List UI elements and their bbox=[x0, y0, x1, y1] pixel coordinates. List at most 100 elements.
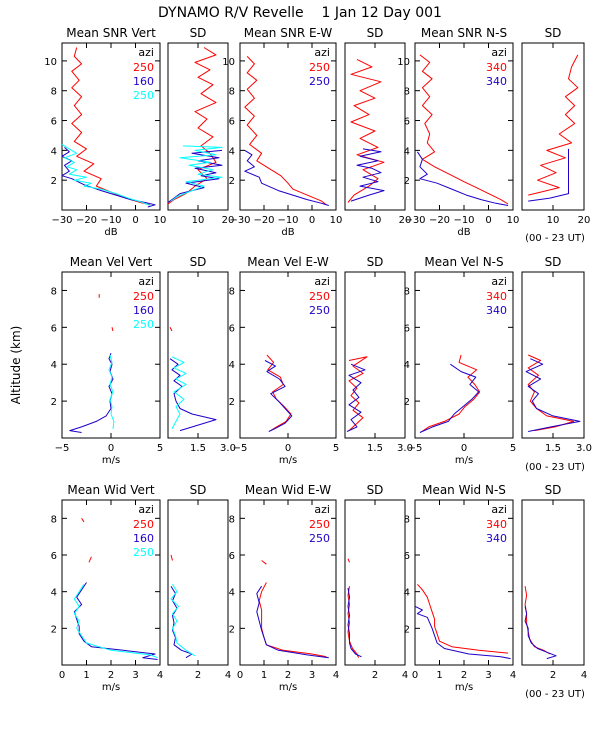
y-tick-label: 4 bbox=[229, 360, 235, 371]
x-tick-label: −20 bbox=[253, 215, 274, 226]
panel-frame bbox=[521, 42, 585, 211]
panel-snr-ns-sd: SD 10 20 bbox=[521, 26, 590, 226]
legend-entry: 160 bbox=[133, 304, 154, 317]
series-line-blue bbox=[347, 587, 362, 658]
panel-snr-ew: Mean SNR E-W −30 −20 −10 0 10 dB 2 4 6 8 10 azi 25025… bbox=[222, 26, 342, 238]
x-tick-label: 3.0 bbox=[397, 443, 413, 454]
panel-title: Mean Wid Vert bbox=[67, 483, 154, 497]
x-tick-label: 10 bbox=[507, 215, 520, 226]
legend-entry: 250 bbox=[133, 546, 154, 559]
time-range-label-row2: (00 - 23 UT) bbox=[525, 462, 585, 473]
panel-wid-vert-sd: SD 2 4 bbox=[167, 483, 231, 681]
y-tick-label: 2 bbox=[229, 624, 235, 635]
y-tick-label: 4 bbox=[404, 360, 410, 371]
y-tick-label: 8 bbox=[51, 87, 57, 98]
legend-entry: 250 bbox=[309, 532, 330, 545]
y-tick-label: 6 bbox=[404, 117, 410, 128]
y-tick-label: 4 bbox=[51, 588, 57, 599]
x-tick-label: 0 bbox=[461, 443, 467, 454]
series-line-blue bbox=[524, 606, 557, 660]
legend-entry: 340 bbox=[486, 61, 507, 74]
x-tick-label: −5 bbox=[55, 443, 70, 454]
series-line-red bbox=[266, 354, 292, 432]
x-tick-label: −30 bbox=[404, 215, 425, 226]
panel-title: Mean Wid N-S bbox=[422, 483, 506, 497]
y-tick-label: 8 bbox=[51, 514, 57, 525]
series-line-blue bbox=[61, 147, 156, 208]
panel-snr-vert-sd: SD 10 20 bbox=[167, 26, 235, 226]
legend-entry: 340 bbox=[486, 75, 507, 88]
panel-title: Mean Wid E-W bbox=[245, 483, 331, 497]
series-line-blue bbox=[346, 363, 366, 432]
x-axis-label: m/s bbox=[102, 682, 120, 693]
x-tick-label: 0 bbox=[309, 215, 315, 226]
y-tick-label: 8 bbox=[404, 286, 410, 297]
y-tick-label: 6 bbox=[404, 551, 410, 562]
series-line-blue bbox=[419, 363, 480, 433]
panel-vel-vert-sd: SD 1.5 3.0 bbox=[167, 255, 236, 454]
legend-header: azi bbox=[491, 275, 507, 288]
legend-entry: 340 bbox=[486, 290, 507, 303]
x-tick-label: −10 bbox=[453, 215, 474, 226]
x-tick-label: 10 bbox=[369, 215, 382, 226]
x-axis-label: m/s bbox=[102, 455, 120, 466]
x-tick-label: 20 bbox=[222, 215, 235, 226]
y-tick-label: 8 bbox=[404, 514, 410, 525]
series-line-cyan bbox=[73, 584, 158, 659]
x-tick-label: 0 bbox=[132, 215, 138, 226]
series-line-blue bbox=[256, 585, 329, 659]
series-line-cyan bbox=[170, 145, 223, 202]
panel-title: Mean SNR Vert bbox=[66, 26, 156, 40]
y-tick-label: 8 bbox=[229, 514, 235, 525]
panels: Mean SNR Vert−30 −20 −10 0 10dB246810azi2501… bbox=[44, 26, 592, 693]
y-tick-label: 4 bbox=[404, 588, 410, 599]
x-tick-label: 4 bbox=[333, 670, 339, 681]
x-tick-label: 5 bbox=[333, 443, 339, 454]
series-line-blue bbox=[416, 151, 509, 206]
series-line-red bbox=[81, 518, 85, 523]
panel-snr-ew-sd: SD 10 20 bbox=[344, 26, 411, 226]
panel-title: Mean Vel N-S bbox=[424, 255, 503, 269]
x-tick-label: 0 bbox=[485, 215, 491, 226]
x-tick-label: 3.0 bbox=[220, 443, 236, 454]
y-tick-label: 6 bbox=[51, 323, 57, 334]
x-tick-label: 0 bbox=[285, 443, 291, 454]
series-line-cyan bbox=[108, 354, 115, 429]
x-tick-label: −5 bbox=[408, 443, 423, 454]
x-tick-label: 4 bbox=[510, 670, 516, 681]
legend-entry: 250 bbox=[133, 61, 154, 74]
panel-frame bbox=[344, 499, 406, 666]
panel-frame bbox=[344, 271, 406, 439]
series-line-cyan bbox=[171, 356, 187, 430]
x-tick-label: 1.5 bbox=[545, 443, 561, 454]
legend-entry: 250 bbox=[133, 290, 154, 303]
panel-title: SD bbox=[190, 26, 207, 40]
legend-entry: 250 bbox=[309, 61, 330, 74]
panel-title: SD bbox=[190, 255, 207, 269]
x-tick-label: −10 bbox=[100, 215, 121, 226]
legend-header: azi bbox=[314, 503, 330, 516]
series-line-blue bbox=[350, 148, 385, 202]
x-tick-label: 1 bbox=[436, 670, 442, 681]
legend-entry: 250 bbox=[133, 518, 154, 531]
x-tick-label: 4 bbox=[402, 670, 408, 681]
x-tick-label: 10 bbox=[192, 215, 205, 226]
legend-header: azi bbox=[491, 503, 507, 516]
x-tick-label: −5 bbox=[233, 443, 248, 454]
series-line-red bbox=[111, 327, 114, 332]
x-tick-label: 0 bbox=[412, 670, 418, 681]
y-tick-label: 6 bbox=[51, 117, 57, 128]
x-tick-label: −30 bbox=[51, 215, 72, 226]
x-tick-label: 10 bbox=[547, 215, 560, 226]
y-tick-label: 4 bbox=[51, 360, 57, 371]
time-range-label-row3: (00 - 23 UT) bbox=[525, 689, 585, 700]
series-line-cyan bbox=[61, 143, 151, 206]
y-tick-label: 8 bbox=[404, 87, 410, 98]
panel-title: SD bbox=[190, 483, 207, 497]
x-axis-label: dB bbox=[281, 227, 294, 238]
series-line-red bbox=[169, 327, 173, 332]
